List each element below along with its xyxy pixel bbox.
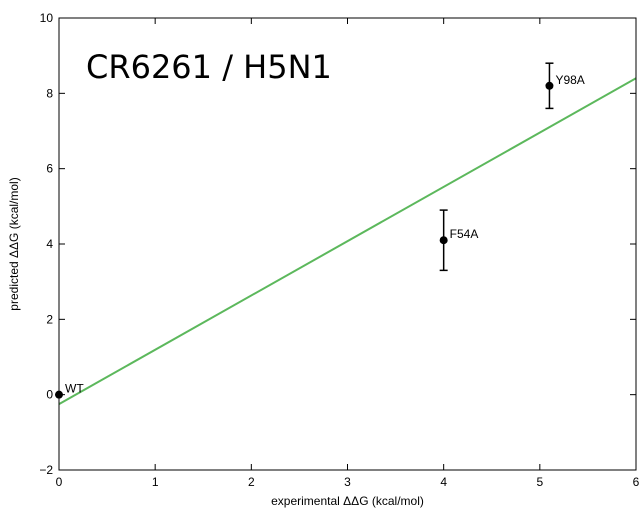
- y-tick-label: 8: [46, 86, 53, 100]
- y-tick-label: 6: [46, 162, 53, 176]
- y-tick-label: 4: [46, 237, 53, 251]
- x-tick-label: 2: [248, 475, 255, 489]
- data-point: [439, 236, 448, 245]
- point-label: F54A: [450, 227, 479, 241]
- fit-line: [58, 77, 637, 405]
- y-tick-label: 2: [46, 312, 53, 326]
- y-tick-label: 0: [46, 388, 53, 402]
- x-tick-label: 0: [56, 475, 63, 489]
- x-axis-label: experimental ΔΔG (kcal/mol): [271, 494, 424, 508]
- point-label: Y98A: [555, 73, 584, 87]
- data-point: [545, 81, 554, 90]
- point-label: WT: [65, 382, 84, 396]
- chart-annotation: CR6261 / H5N1: [86, 48, 332, 86]
- y-axis-label: predicted ΔΔG (kcal/mol): [7, 177, 21, 310]
- y-tick-label: −2: [39, 463, 53, 477]
- points-layer: WT F54A Y98A: [55, 62, 585, 399]
- fit-line-layer: [58, 77, 637, 405]
- x-tick-label: 5: [536, 475, 543, 489]
- x-tick-label: 1: [152, 475, 159, 489]
- x-tick-label: 4: [440, 475, 447, 489]
- y-tick-label: 10: [40, 11, 54, 25]
- x-tick-label: 6: [633, 475, 640, 489]
- x-tick-label: 3: [344, 475, 351, 489]
